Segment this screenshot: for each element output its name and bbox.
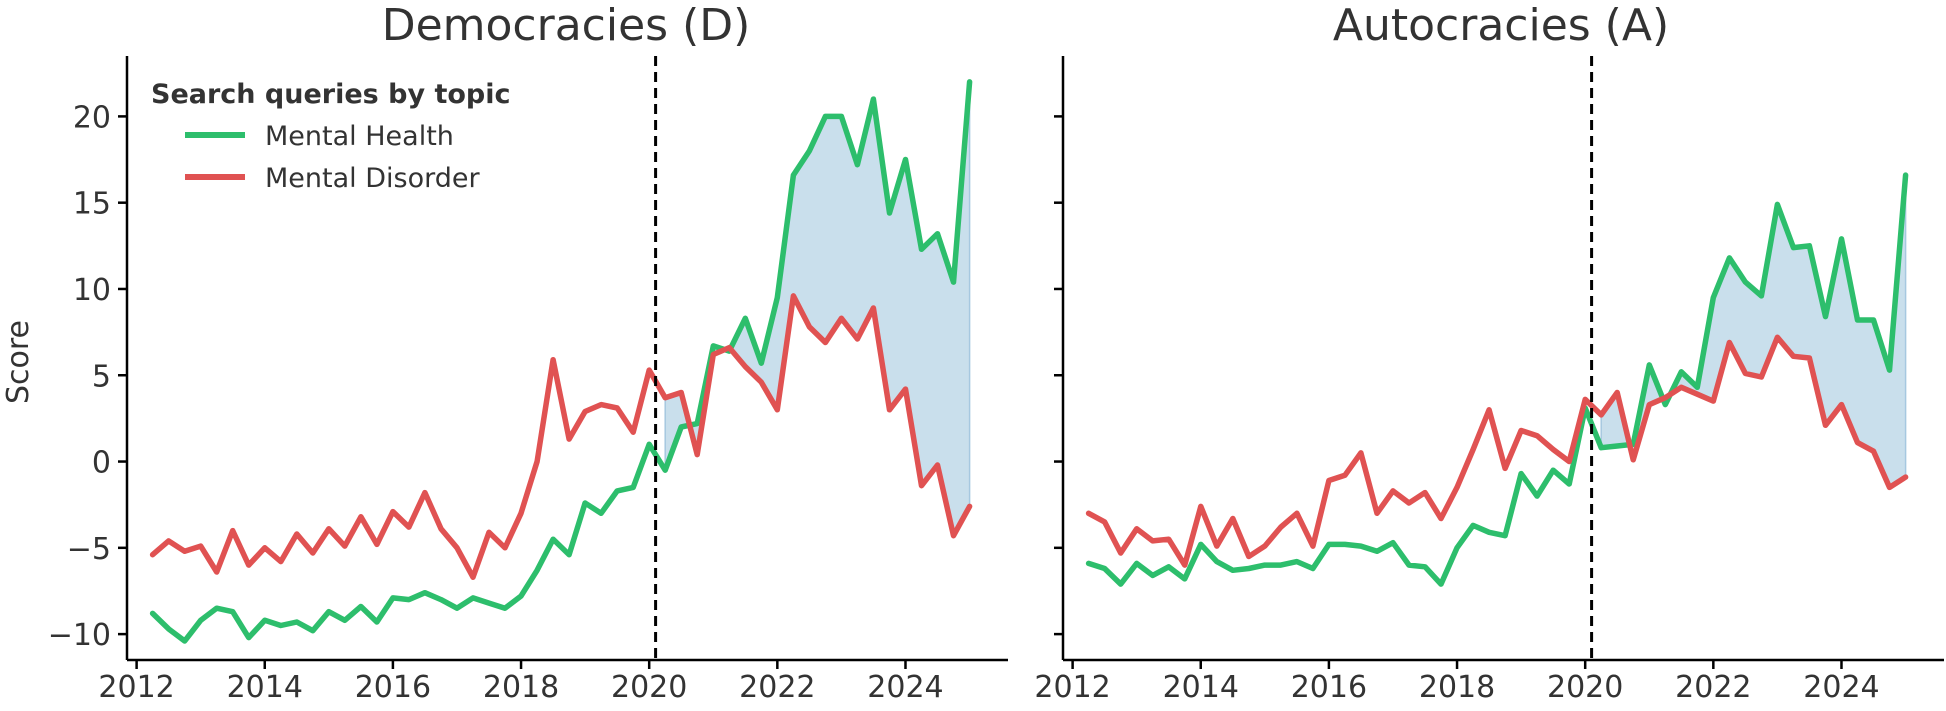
- x-tick-label: 2024: [1803, 670, 1879, 705]
- x-tick-label: 2016: [355, 670, 431, 705]
- panel-title-autocracies: Autocracies (A): [1333, 0, 1669, 51]
- y-tick-label: −5: [67, 532, 111, 567]
- series-line-mental-health: [149, 79, 973, 644]
- x-tick-label: 2022: [1675, 670, 1751, 705]
- legend-label-mental-health: Mental Health: [265, 121, 454, 152]
- panel-title-democracies: Democracies (D): [382, 0, 751, 51]
- x-tick-label: 2022: [739, 670, 815, 705]
- series-line-mental-disorder: [149, 293, 973, 580]
- gap-fill-area: [1600, 175, 1907, 489]
- x-tick-label: 2012: [98, 670, 174, 705]
- panel-democracies: Democracies (D) 2012 2014 2016 2018 2020 2022…: [48, 0, 1008, 705]
- y-tick-label: −10: [48, 618, 111, 653]
- legend-label-mental-disorder: Mental Disorder: [265, 163, 480, 194]
- legend-title: Search queries by topic: [151, 79, 511, 110]
- y-tick-label: 10: [73, 273, 111, 308]
- x-tick-label: 2018: [1419, 670, 1495, 705]
- legend: Search queries by topic Mental Health Me…: [151, 79, 511, 194]
- y-tick-label: 15: [73, 187, 111, 222]
- x-tick-label: 2024: [867, 670, 943, 705]
- y-axis-label: Score: [1, 320, 36, 404]
- series-line-mental-disorder: [1085, 334, 1909, 568]
- x-tick-label: 2014: [227, 670, 303, 705]
- x-tick-label: 2016: [1291, 670, 1367, 705]
- x-tick-label: 2014: [1163, 670, 1239, 705]
- x-tick-label: 2020: [611, 670, 687, 705]
- gap-fill-area: [664, 81, 971, 538]
- series-line-mental-health: [1085, 172, 1909, 587]
- y-tick-label: 0: [92, 446, 111, 481]
- x-tick-label: 2012: [1034, 670, 1110, 705]
- y-tick-label: 20: [73, 100, 111, 135]
- x-tick-label: 2018: [483, 670, 559, 705]
- y-tick-label: 5: [92, 359, 111, 394]
- x-tick-label: 2020: [1547, 670, 1623, 705]
- panel-autocracies: Autocracies (A) 2012 2014 2016 2018 2020 2022…: [1034, 0, 1944, 705]
